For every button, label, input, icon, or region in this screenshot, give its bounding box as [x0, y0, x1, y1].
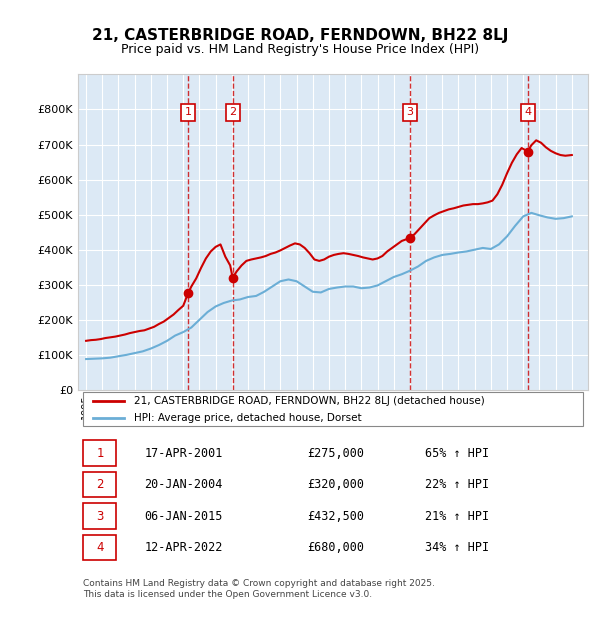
Text: £432,500: £432,500	[308, 510, 365, 523]
Text: 17-APR-2001: 17-APR-2001	[145, 446, 223, 459]
Text: 21, CASTERBRIDGE ROAD, FERNDOWN, BH22 8LJ: 21, CASTERBRIDGE ROAD, FERNDOWN, BH22 8L…	[92, 28, 508, 43]
Text: Price paid vs. HM Land Registry's House Price Index (HPI): Price paid vs. HM Land Registry's House …	[121, 43, 479, 56]
Text: 2: 2	[96, 478, 104, 491]
Text: 2: 2	[229, 107, 236, 117]
Text: 21% ↑ HPI: 21% ↑ HPI	[425, 510, 489, 523]
Text: 20-JAN-2004: 20-JAN-2004	[145, 478, 223, 491]
Text: 1: 1	[184, 107, 191, 117]
FancyBboxPatch shape	[83, 535, 116, 560]
Text: HPI: Average price, detached house, Dorset: HPI: Average price, detached house, Dors…	[134, 414, 362, 423]
Text: 1: 1	[96, 446, 104, 459]
Text: £680,000: £680,000	[308, 541, 365, 554]
Text: 4: 4	[524, 107, 532, 117]
Text: £275,000: £275,000	[308, 446, 365, 459]
Text: 3: 3	[96, 510, 104, 523]
Text: 06-JAN-2015: 06-JAN-2015	[145, 510, 223, 523]
Text: £320,000: £320,000	[308, 478, 365, 491]
FancyBboxPatch shape	[83, 392, 583, 426]
Text: 21, CASTERBRIDGE ROAD, FERNDOWN, BH22 8LJ (detached house): 21, CASTERBRIDGE ROAD, FERNDOWN, BH22 8L…	[134, 396, 485, 405]
Text: 22% ↑ HPI: 22% ↑ HPI	[425, 478, 489, 491]
Text: 3: 3	[407, 107, 413, 117]
Text: 65% ↑ HPI: 65% ↑ HPI	[425, 446, 489, 459]
Text: 4: 4	[96, 541, 104, 554]
FancyBboxPatch shape	[83, 503, 116, 529]
FancyBboxPatch shape	[83, 472, 116, 497]
Text: 34% ↑ HPI: 34% ↑ HPI	[425, 541, 489, 554]
Text: Contains HM Land Registry data © Crown copyright and database right 2025.
This d: Contains HM Land Registry data © Crown c…	[83, 579, 435, 598]
Text: 12-APR-2022: 12-APR-2022	[145, 541, 223, 554]
FancyBboxPatch shape	[83, 440, 116, 466]
